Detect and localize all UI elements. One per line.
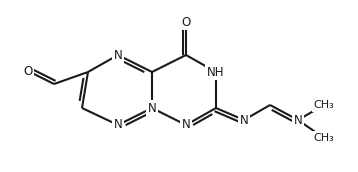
Text: CH₃: CH₃: [314, 100, 334, 110]
Text: N: N: [113, 119, 122, 132]
Text: N: N: [294, 114, 303, 126]
Text: N: N: [182, 119, 190, 132]
Text: NH: NH: [207, 66, 225, 78]
Text: N: N: [240, 114, 248, 126]
Text: CH₃: CH₃: [314, 133, 334, 143]
Text: N: N: [113, 49, 122, 62]
Text: N: N: [147, 101, 156, 115]
Text: O: O: [182, 15, 190, 29]
Text: O: O: [23, 64, 33, 78]
